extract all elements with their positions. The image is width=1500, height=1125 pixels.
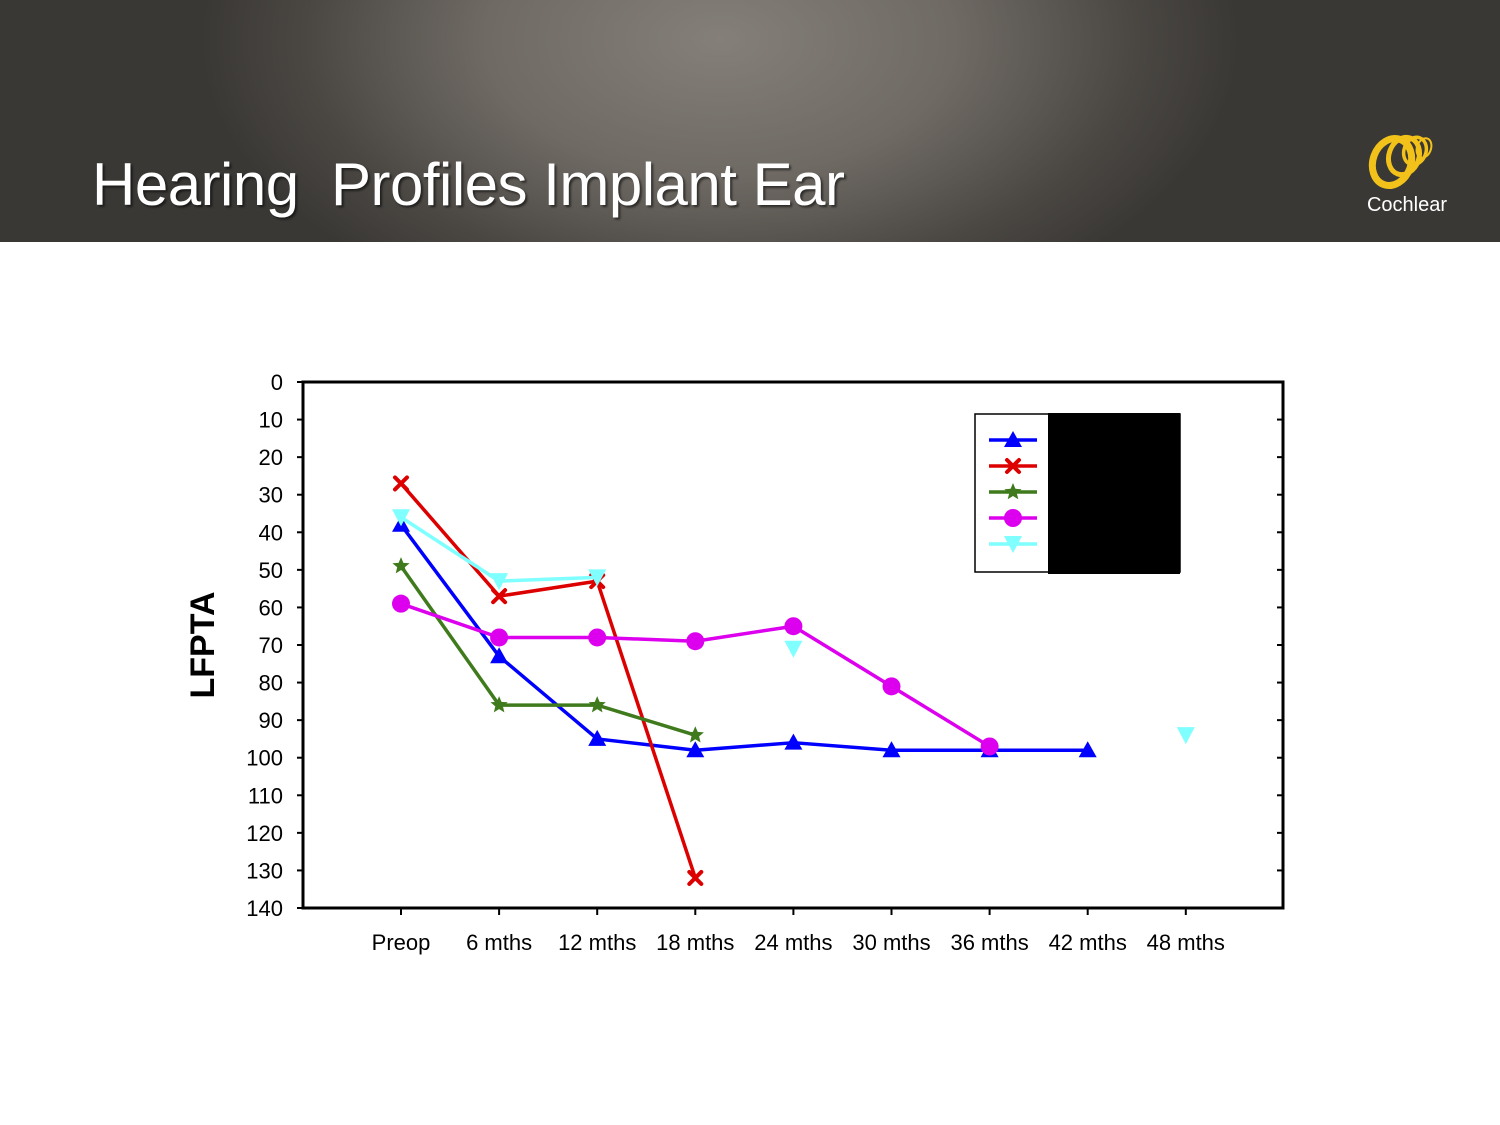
legend-entry-2 [989,458,1037,474]
data-point-star [1004,483,1022,500]
y-tick-label: 50 [259,558,283,583]
series-line-segment [890,684,991,748]
y-tick-label: 10 [259,408,283,433]
slide-title: Hearing Profiles Implant Ear [92,151,845,218]
series-4 [392,594,999,756]
x-tick-label: 48 mths [1147,930,1225,955]
series-line-segment [695,740,794,752]
data-point-triangle [784,733,803,750]
chart-axes [297,380,1285,915]
x-tick-labels: Preop 6 mths 12 mths 18 mths 24 mths 30 mths 3… [372,930,1225,955]
y-tick-label: 40 [259,520,283,545]
y-tick-label: 0 [271,370,283,395]
series-line-segment [499,575,598,583]
series-line-segment [498,579,598,598]
data-point-triangle [1078,741,1097,758]
data-point-triangle-down [392,509,410,527]
x-tick-label: 30 mths [852,930,930,955]
x-tick-label: 36 mths [950,930,1028,955]
data-point-circle [1004,509,1022,527]
series-line-segment [597,737,696,752]
x-tick-label: Preop [372,930,431,955]
data-point-x [1005,458,1021,474]
series-line-segment [597,635,696,643]
y-tick-label: 80 [259,671,283,696]
data-point-star [490,696,508,713]
y-tick-label: 110 [248,783,283,808]
data-point-x [393,475,409,492]
y-tick-label: 60 [259,595,283,620]
data-point-circle [392,594,410,613]
x-tick-label: 12 mths [558,930,636,955]
y-tick-label: 100 [246,746,283,771]
data-point-triangle [686,741,705,758]
legend-entry-3 [989,483,1037,500]
series-1 [392,515,1097,758]
data-point-circle [490,628,509,647]
data-point-triangle [1004,431,1022,447]
y-tick-label: 70 [259,633,283,658]
data-point-triangle [588,729,607,746]
legend-entry-1 [989,431,1037,447]
cochlear-swirl-icon [1368,134,1433,189]
legend-redaction-box [1048,413,1180,574]
data-point-circle [588,628,607,647]
data-point-circle [882,677,901,696]
y-tick-label: 90 [259,708,283,733]
x-tick-label: 6 mths [466,930,532,955]
data-point-x [687,869,704,886]
series-line-segment [595,580,697,879]
series-line-segment [399,482,501,598]
x-tick-label: 24 mths [754,930,832,955]
series-line-segment [596,703,696,737]
data-point-triangle [490,647,509,664]
series-line-segment [792,624,893,688]
data-point-star [588,696,606,713]
data-point-triangle-down [1004,536,1022,553]
series-line-segment [399,523,501,658]
series-5 [392,509,1195,745]
data-point-circle [980,737,999,756]
slide-header: Hearing Profiles Implant Ear Cochlear [0,0,1500,242]
legend-entry-4 [989,509,1037,527]
data-point-star [392,557,410,574]
data-point-circle [784,617,803,636]
series-line-segment [695,624,794,643]
data-point-triangle-down [784,640,803,658]
data-point-triangle [882,741,901,758]
y-tick-label: 120 [246,821,283,846]
data-point-triangle-down [1176,727,1195,745]
series-group [392,475,1195,886]
y-tick-labels: 0 10 20 30 40 50 60 70 80 90 100 110 120 130 140 [246,370,283,921]
series-2 [393,475,704,886]
series-line-segment [400,515,501,583]
y-axis-label: LFPTA [184,591,222,698]
legend-entry-5 [989,536,1037,553]
x-tick-label: 18 mths [656,930,734,955]
cochlear-logo: Cochlear [1352,124,1462,224]
data-point-triangle-down [490,573,509,591]
series-line-segment [400,602,500,640]
data-point-circle [686,632,705,651]
data-point-x [491,588,508,605]
logo-text: Cochlear [1366,194,1448,216]
y-tick-label: 140 [246,896,283,921]
y-tick-label: 30 [259,483,283,508]
series-3 [392,557,704,743]
series-line-segment [497,654,599,741]
series-line-segment [399,565,501,707]
series-line-segment [793,740,892,752]
data-point-triangle-down [588,569,607,587]
y-tick-label: 20 [259,445,283,470]
legend [974,413,1181,574]
y-tick-label: 130 [246,858,283,883]
x-tick-label: 42 mths [1049,930,1127,955]
data-point-star [686,726,704,743]
